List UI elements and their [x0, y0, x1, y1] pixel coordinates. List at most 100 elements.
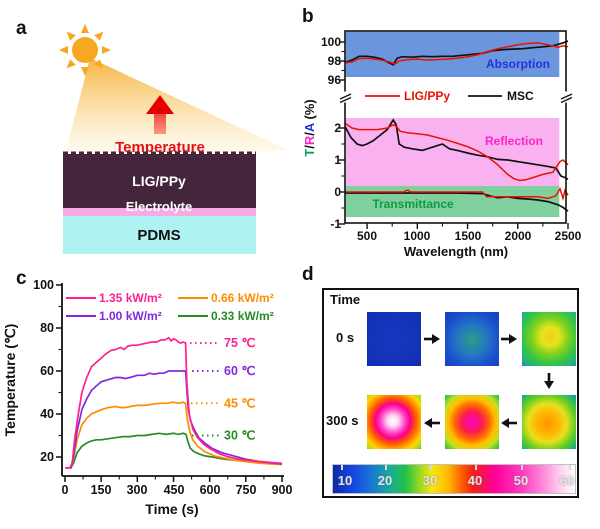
colorbar-tick [475, 465, 477, 470]
absorption-band-label: Absorption [486, 57, 550, 71]
curve-0.66 [65, 401, 283, 469]
svg-text:100: 100 [321, 35, 341, 49]
axis-break-icon [339, 91, 573, 104]
thermal-frame-3 [522, 312, 576, 366]
reflection-curve-lig [344, 122, 569, 182]
x-axis-title: Wavelength (nm) [404, 244, 508, 259]
svg-text:900: 900 [272, 483, 293, 497]
reflection-curve-msc [344, 118, 569, 180]
colorbar-label: 20 [377, 473, 393, 488]
svg-text:750: 750 [236, 483, 257, 497]
svg-text:600: 600 [200, 483, 221, 497]
y-tick-labels: 100 80 60 40 20 [33, 278, 54, 464]
arrow-left-icon [424, 418, 440, 428]
panel-d-label: d [302, 264, 314, 285]
svg-text:500: 500 [357, 229, 377, 243]
arrow-left-icon [501, 418, 517, 428]
layer-pdms-label: PDMS [137, 227, 180, 244]
legend: 1.35 kW/m² 0.66 kW/m² 1.00 kW/m² 0.33 kW… [66, 291, 274, 323]
svg-text:98: 98 [328, 54, 342, 68]
x-axis-title: Time (s) [145, 501, 198, 517]
colorbar-tick [341, 465, 343, 470]
svg-text:-1: -1 [330, 217, 341, 231]
axis-ticks [339, 41, 569, 229]
absorption-curve-msc [344, 40, 569, 66]
annotation-labels: 75 ℃ 60 ℃ 45 ℃ 30 ℃ [224, 336, 255, 443]
sun-icon [59, 24, 111, 76]
svg-text:75 ℃: 75 ℃ [224, 336, 255, 350]
axis-ticks [56, 284, 283, 482]
svg-text:60: 60 [40, 364, 54, 378]
colorbar-label: 40 [467, 473, 483, 488]
y-axis-title: Temperature (℃) [2, 324, 18, 437]
absorption-curve-lig [344, 42, 569, 65]
legend-label-lig: LIG/PPy [404, 89, 450, 103]
colorbar-label: 50 [513, 473, 529, 488]
panel-c: c 75 ℃ 60 ℃ 45 ℃ 30 ℃ 1.35 kW/m² 0.66 kW… [2, 268, 293, 517]
arrow-down-icon [544, 373, 554, 389]
svg-text:2500: 2500 [555, 229, 582, 243]
svg-text:450: 450 [164, 483, 185, 497]
svg-text:1000: 1000 [404, 229, 431, 243]
svg-text:150: 150 [91, 483, 112, 497]
svg-text:96: 96 [328, 73, 342, 87]
arrow-right-icon [424, 334, 440, 344]
thermal-frame-5 [445, 395, 499, 449]
transmittance-band-label: Transmittance [372, 197, 454, 211]
panel-a-label: a [16, 18, 27, 39]
panel-b: b Absorption Reflection Transmittance [302, 6, 582, 259]
thermal-frame-4 [522, 395, 576, 449]
svg-text:0: 0 [62, 483, 69, 497]
colorbar-label: 30 [422, 473, 438, 488]
svg-text:40: 40 [40, 407, 54, 421]
svg-text:2000: 2000 [505, 229, 532, 243]
annotation-lines [190, 342, 219, 437]
curve-0.33 [65, 432, 283, 469]
legend-label-msc: MSC [507, 89, 534, 103]
colorbar-label: 10 [337, 473, 353, 488]
time-header: Time [330, 292, 361, 307]
svg-text:20: 20 [40, 450, 54, 464]
svg-text:300: 300 [127, 483, 148, 497]
curve-1.35 [65, 336, 283, 469]
panel-b-label: b [302, 6, 314, 27]
svg-text:1.00 kW/m²: 1.00 kW/m² [99, 309, 162, 323]
panel-a: a Temperature LIG/PPy Electr [16, 18, 288, 254]
svg-text:1.35 kW/m²: 1.35 kW/m² [99, 291, 162, 305]
transmittance-band [345, 186, 560, 217]
svg-text:30 ℃: 30 ℃ [224, 429, 255, 443]
row-label-300s: 300 s [326, 413, 359, 428]
y-axis-title: T/R/A (%) [302, 99, 317, 156]
absorption-band [345, 31, 560, 77]
colorbar-tick [430, 465, 432, 470]
thermal-frame-2 [445, 312, 499, 366]
thermal-frame-6 [367, 395, 421, 449]
svg-text:80: 80 [40, 321, 54, 335]
transmittance-curve-lig [345, 186, 569, 202]
svg-text:60 ℃: 60 ℃ [224, 364, 255, 378]
x-tick-labels: 0 150 300 450 600 750 900 [62, 483, 293, 497]
layer-electrolyte-label: Electrolyte [126, 199, 192, 214]
colorbar-tick [385, 465, 387, 470]
layer-pdms [63, 216, 256, 254]
plot-frame [344, 30, 567, 224]
colorbar-tick [569, 465, 571, 470]
curve-1.00 [65, 370, 283, 469]
panel-d: d Time 0 s 300 s 10 [300, 260, 600, 529]
svg-text:2: 2 [334, 121, 341, 135]
row-label-0s: 0 s [336, 330, 355, 345]
panel-c-label: c [16, 268, 27, 289]
layer-lig-ppy-label: LIG/PPy [132, 173, 186, 189]
reflection-band-label: Reflection [485, 134, 543, 148]
reflection-band [345, 118, 560, 186]
svg-text:0: 0 [334, 185, 341, 199]
temperature-colorbar: 10 20 30 40 50 60 [332, 464, 576, 494]
colorbar-label: 60 [559, 473, 575, 488]
svg-text:1500: 1500 [455, 229, 482, 243]
thermal-frame-1 [367, 312, 421, 366]
x-tick-labels: 500 1000 1500 2000 2500 [357, 229, 582, 243]
svg-text:0.66 kW/m²: 0.66 kW/m² [211, 291, 274, 305]
svg-text:45 ℃: 45 ℃ [224, 396, 255, 410]
light-beam [62, 58, 288, 166]
